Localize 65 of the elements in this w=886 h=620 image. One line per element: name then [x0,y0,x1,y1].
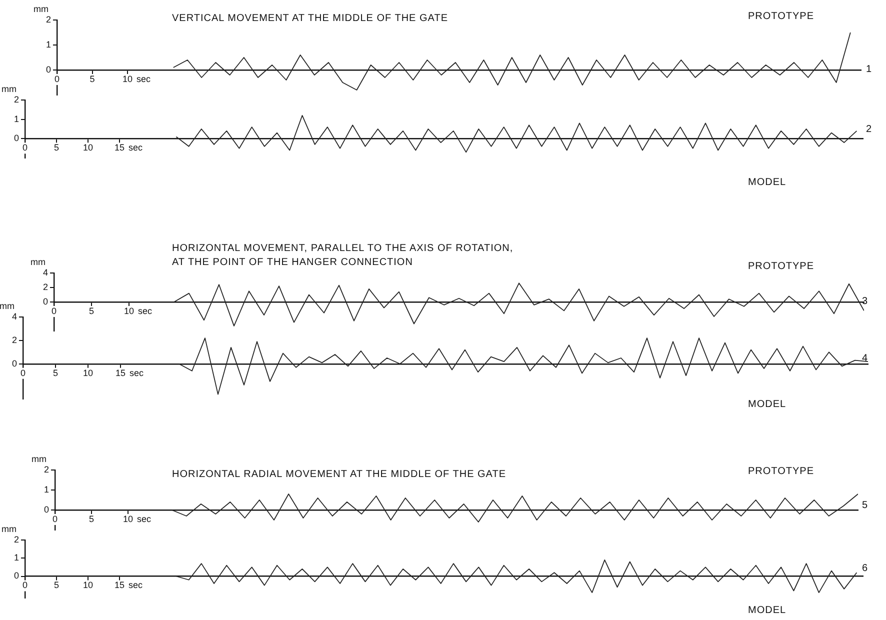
y-tick-label: 1 [44,484,49,494]
y-axis-title: mm [2,524,16,534]
x-tick-label: 5 [90,74,95,84]
y-tick-label: 2 [12,334,17,345]
y-tick-label: 2 [14,94,19,104]
y-axis-title: mm [2,84,16,94]
y-tick-label: 2 [44,464,49,474]
x-tick-label: 15 [114,580,125,590]
x-axis-title: sec [137,514,152,524]
x-axis-title: sec [138,306,153,316]
x-tick-label: 0 [20,368,26,378]
x-tick-label: 5 [54,580,60,590]
y-tick-label: 2 [42,282,48,292]
x-tick-label: 15 [115,368,126,378]
x-tick-label: 0 [22,580,28,590]
annotation: PROTOTYPE [748,465,814,479]
x-tick-label: 10 [83,142,94,153]
y-tick-label: 0 [42,296,48,306]
x-tick-label: 10 [124,306,134,316]
annotation: 3 [862,295,868,309]
chart-title: VERTICAL MOVEMENT AT THE MIDDLE OF THE GATE [172,12,448,26]
x-axis-title: sec [130,368,144,378]
y-tick-label: 2 [14,534,19,544]
x-tick-label: 5 [54,142,60,153]
x-tick-label: 10 [82,368,94,378]
y-axis-title: mm [30,257,46,267]
text: MODEL [748,604,786,618]
y-axis-title: mm [34,4,48,14]
y-tick-label: 0 [12,358,17,368]
y-tick-label: 0 [44,504,49,514]
x-tick-label: 10 [83,580,94,590]
annotation: 4 [862,352,868,366]
x-axis-title: sec [128,580,144,590]
y-tick-label: 1 [14,552,19,563]
x-tick-label: 10 [122,514,134,524]
y-axis-title: mm [0,301,14,311]
text: 5 [862,499,868,513]
text: 2 [866,123,872,137]
x-tick-label: 5 [52,368,58,378]
x-tick-label: 0 [54,74,60,84]
text: 1 [866,63,872,77]
chart-title: HORIZONTAL RADIAL MOVEMENT AT THE MIDDLE OF THE GATE [172,468,506,482]
x-tick-label: 0 [22,142,28,153]
text: PROTOTYPE [748,260,814,274]
text: MODEL [748,176,786,190]
x-tick-label: 5 [88,306,94,316]
x-tick-label: 15 [114,142,125,153]
y-tick-label: 1 [46,39,51,50]
annotation: 6 [862,562,868,576]
y-tick-label: 0 [14,133,19,144]
x-axis-title: sec [128,142,144,153]
chart-title: HORIZONTAL MOVEMENT, PARALLEL TO THE AXIS OF ROTATION, AT THE POINT OF THE HANGER CONNECTION [172,242,514,270]
y-tick-label: 1 [14,114,19,124]
y-tick-label: 0 [46,64,51,74]
y-axis-title: mm [32,454,46,464]
x-tick-label: 0 [52,514,58,524]
x-tick-label: 5 [88,514,94,524]
annotation: PROTOTYPE [748,10,814,24]
y-tick-label: 4 [12,311,17,322]
x-tick-label: 10 [122,74,133,84]
x-axis-title: sec [136,74,152,84]
y-tick-label: 4 [42,267,48,278]
annotation: MODEL [748,398,786,412]
y-tick-label: 2 [46,14,51,24]
y-tick-label: 0 [14,570,19,581]
